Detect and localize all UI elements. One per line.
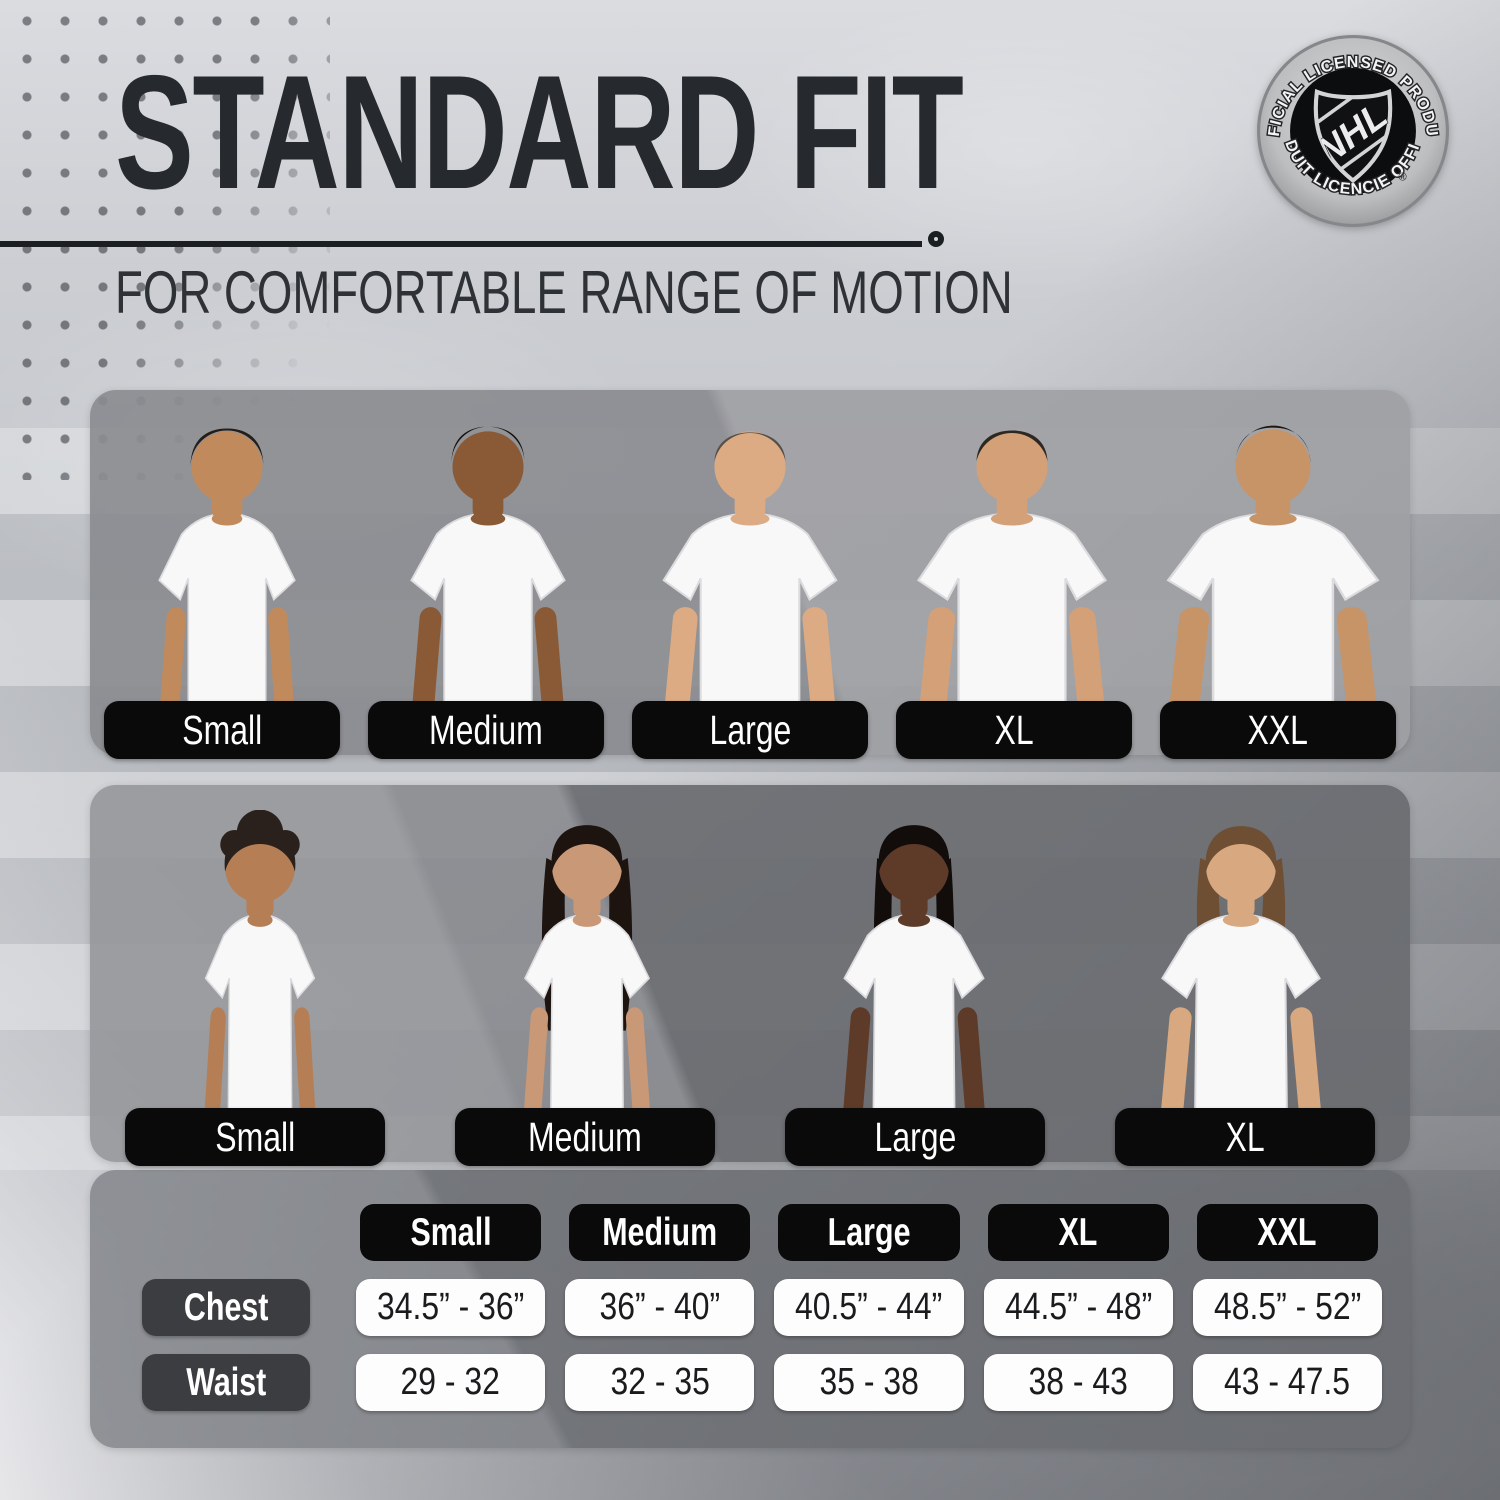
chest-value-large-text: 40.5” - 44” [795,1286,943,1328]
registered-trademark-symbol: ® [1398,172,1407,184]
table-col-header-xxl-text: XXL [1257,1210,1317,1254]
men-size-label-xxl-text: XXL [1247,706,1309,753]
women-size-label-small-text: Small [215,1113,295,1160]
nhl-official-license-badge: OFFICIAL LICENSED PRODUCT PRODUIT LICENC… [1256,34,1449,227]
women-sizes-panel: Small Medium Large XL [90,785,1410,1166]
women-size-label-medium: Medium [455,1108,715,1166]
men-size-label-large: Large [632,701,868,759]
men-size-label-large-text: Large [709,706,791,753]
table-col-header-small: Small [360,1204,542,1261]
chest-value-xl-text: 44.5” - 48” [1004,1286,1152,1328]
table-col-header-xxl: XXL [1196,1204,1378,1261]
waist-value-xxl: 43 - 47.5 [1192,1354,1382,1411]
men-sizes-panel: Small Medium Large XL XXL [90,390,1410,759]
men-size-label-small-text: Small [182,706,262,753]
women-size-label-medium-text: Medium [528,1113,642,1160]
table-row-header-chest: Chest [142,1279,310,1336]
table-col-header-xl-text: XL [1058,1210,1098,1254]
table-corner-spacer [136,1204,336,1261]
table-col-header-large: Large [778,1204,960,1261]
table-col-header-xl: XL [987,1204,1169,1261]
table-col-header-large-text: Large [827,1210,911,1254]
chest-value-small: 34.5” - 36” [356,1279,546,1336]
waist-value-medium-text: 32 - 35 [610,1361,710,1403]
waist-value-xxl-text: 43 - 47.5 [1224,1361,1351,1403]
women-figures-row [90,785,1410,1162]
women-size-label-xl: XL [1115,1108,1375,1166]
size-table-panel: Small Medium Large XL XXL Chest 34.5” - … [90,1170,1410,1448]
waist-value-large: 35 - 38 [774,1354,964,1411]
women-size-label-small: Small [125,1108,385,1166]
chest-value-medium-text: 36” - 40” [599,1286,721,1328]
men-size-label-xl-text: XL [994,706,1034,753]
men-size-label-medium: Medium [368,701,604,759]
chest-value-medium: 36” - 40” [565,1279,755,1336]
women-size-label-large-text: Large [874,1113,956,1160]
page-subtitle: FOR COMFORTABLE RANGE OF MOTION [115,259,1013,326]
waist-value-xl: 38 - 43 [983,1354,1173,1411]
waist-value-small: 29 - 32 [356,1354,546,1411]
table-col-header-medium: Medium [569,1204,751,1261]
waist-value-xl-text: 38 - 43 [1028,1361,1128,1403]
table-row-header-waist-text: Waist [185,1360,266,1404]
size-table: Small Medium Large XL XXL Chest 34.5” - … [90,1170,1410,1448]
waist-value-medium: 32 - 35 [565,1354,755,1411]
women-size-labels-row: Small Medium Large XL [90,1108,1410,1166]
men-size-label-small: Small [104,701,340,759]
men-size-label-medium-text: Medium [429,706,543,753]
chest-value-xl: 44.5” - 48” [983,1279,1173,1336]
page-title: STANDARD FIT [115,42,964,223]
title-underline-end-ring [928,231,944,247]
chest-value-xxl-text: 48.5” - 52” [1213,1286,1362,1328]
table-col-header-medium-text: Medium [602,1210,718,1254]
chest-value-xxl: 48.5” - 52” [1192,1279,1382,1336]
women-size-label-xl-text: XL [1225,1113,1265,1160]
waist-value-large-text: 35 - 38 [819,1361,919,1403]
women-size-label-large: Large [785,1108,1045,1166]
waist-value-small-text: 29 - 32 [400,1361,501,1403]
table-row-header-chest-text: Chest [183,1285,269,1329]
men-size-labels-row: Small Medium Large XL XXL [90,701,1410,759]
title-underline [0,241,922,247]
chest-value-large: 40.5” - 44” [774,1279,964,1336]
men-size-label-xl: XL [896,701,1132,759]
table-row-header-waist: Waist [142,1354,310,1411]
chest-value-small-text: 34.5” - 36” [376,1286,525,1328]
men-size-label-xxl: XXL [1160,701,1396,759]
table-col-header-small-text: Small [410,1210,492,1254]
